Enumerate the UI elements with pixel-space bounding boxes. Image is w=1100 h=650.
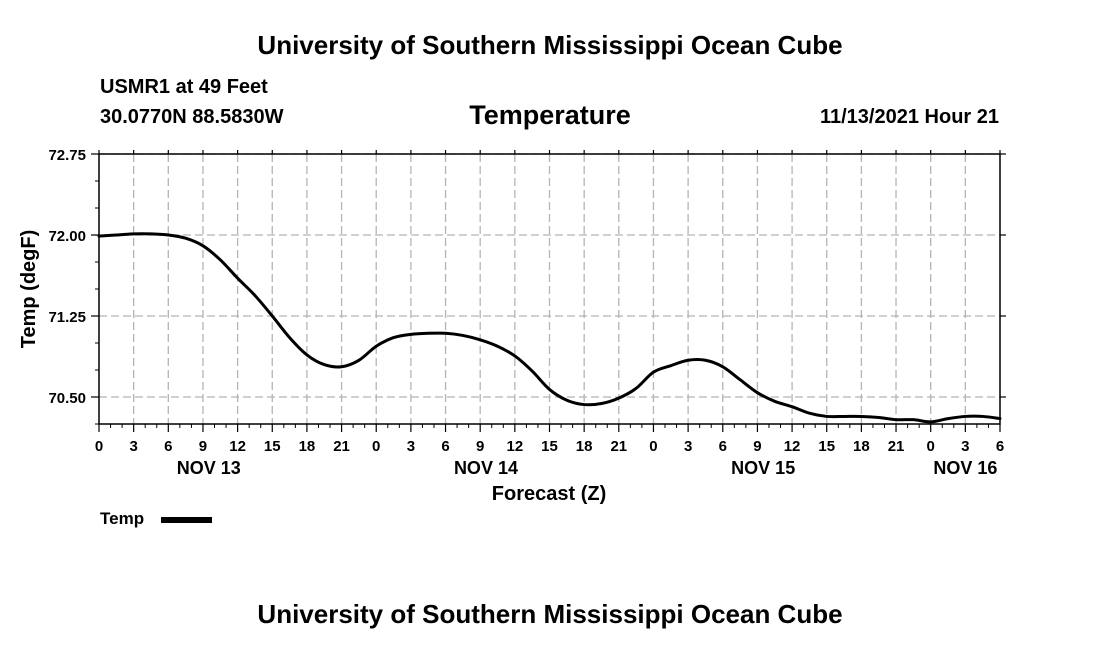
x-tick-label: 12 xyxy=(784,438,801,455)
legend-label-temp: Temp xyxy=(100,509,145,528)
date-label: NOV 15 xyxy=(731,458,795,478)
datetime-label: 11/13/2021 Hour 21 xyxy=(819,106,999,128)
series-line-temp xyxy=(97,232,1002,424)
x-tick-label: 0 xyxy=(95,438,103,455)
x-tick-label: 18 xyxy=(576,438,593,455)
date-label: NOV 16 xyxy=(933,458,997,478)
bottom-title: University of Southern Mississippi Ocean… xyxy=(257,599,843,629)
x-tick-label: 21 xyxy=(610,438,627,455)
x-tick-label: 0 xyxy=(649,438,657,455)
x-tick-label: 9 xyxy=(476,438,484,455)
grid xyxy=(99,153,1000,424)
x-tick-label: 18 xyxy=(299,438,316,455)
top-title: University of Southern Mississippi Ocean… xyxy=(257,30,843,60)
x-tick-label: 12 xyxy=(229,438,246,455)
x-tick-label: 3 xyxy=(961,438,969,455)
x-tick-label: 15 xyxy=(818,438,835,455)
x-tick-label: 9 xyxy=(199,438,207,455)
series-layer xyxy=(97,232,1002,424)
x-tick-label: 6 xyxy=(441,438,449,455)
date-label: NOV 14 xyxy=(454,458,518,478)
y-tick-label: 71.25 xyxy=(48,309,86,326)
y-tick-label: 72.75 xyxy=(48,147,86,164)
x-tick-label: 21 xyxy=(333,438,350,455)
x-tick-label: 15 xyxy=(541,438,558,455)
x-tick-label: 9 xyxy=(753,438,761,455)
legend-swatch-temp xyxy=(161,517,212,523)
x-tick-label: 15 xyxy=(264,438,281,455)
x-tick-label: 3 xyxy=(129,438,137,455)
x-tick-label: 0 xyxy=(372,438,380,455)
x-axis-label: Forecast (Z) xyxy=(492,483,606,505)
x-tick-label: 3 xyxy=(684,438,692,455)
coordinates-label: 30.0770N 88.5830W xyxy=(100,106,284,128)
x-tick-label: 6 xyxy=(719,438,727,455)
y-tick-label: 72.00 xyxy=(48,228,86,245)
x-tick-label: 3 xyxy=(407,438,415,455)
x-tick-label: 12 xyxy=(507,438,524,455)
x-tick-label: 6 xyxy=(996,438,1004,455)
chart-title: Temperature xyxy=(469,100,631,130)
date-label: NOV 13 xyxy=(177,458,241,478)
x-tick-label: 6 xyxy=(164,438,172,455)
x-tick-label: 21 xyxy=(888,438,905,455)
x-tick-label: 0 xyxy=(927,438,935,455)
y-axis-label: Temp (degF) xyxy=(18,230,40,349)
y-tick-label: 70.50 xyxy=(48,390,86,407)
station-label: USMR1 at 49 Feet xyxy=(100,76,268,98)
ticks: 0 3 6 9 12 15 18 21 0 3 6 9 12 15 18 21 0 3 6 9 12 15 18 21 0 3 6 7… xyxy=(48,147,1006,478)
x-tick-label: 18 xyxy=(853,438,870,455)
